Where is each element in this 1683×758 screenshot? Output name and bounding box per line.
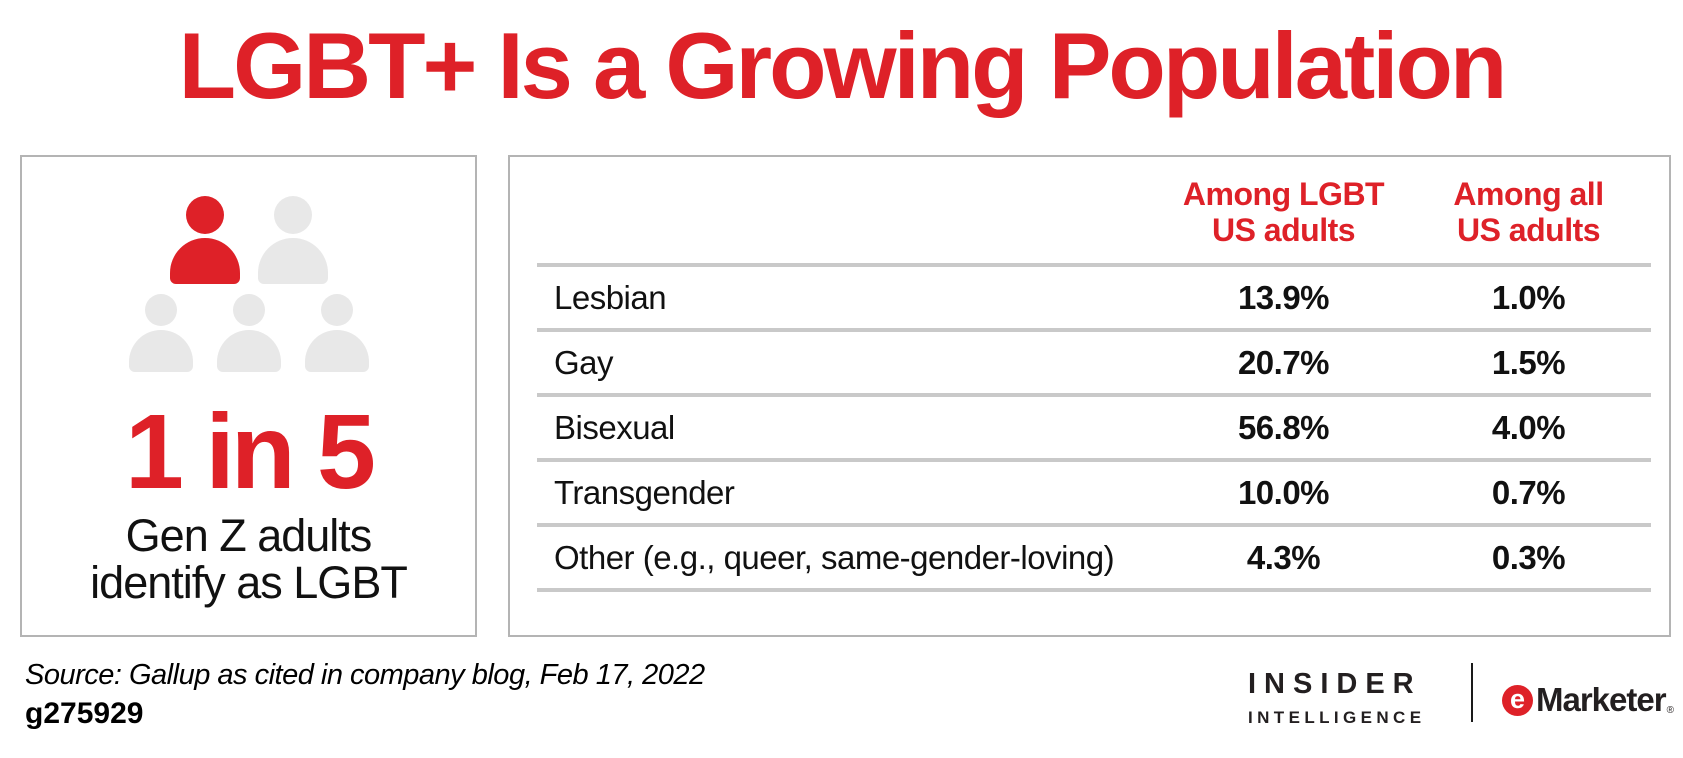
row-value-among-all: 1.0%: [1491, 278, 1566, 316]
table-header-spacer: [537, 249, 1161, 263]
table-row: Gay 20.7% 1.5%: [537, 328, 1651, 393]
person-body-icon: [304, 330, 369, 372]
table-row: Lesbian 13.9% 1.0%: [537, 263, 1651, 328]
person-icon: [216, 294, 281, 372]
person-icon: [304, 294, 369, 372]
table-header-among-lgbt: Among LGBT US adults: [1182, 176, 1385, 249]
row-value-among-all: 4.0%: [1491, 408, 1566, 446]
row-value-among-lgbt: 13.9%: [1237, 278, 1330, 316]
row-value-among-lgbt: 10.0%: [1237, 473, 1330, 511]
pictogram-row-1: [161, 196, 337, 284]
pictogram-row-2: [117, 294, 381, 372]
emarketer-e-icon: e: [1502, 684, 1533, 716]
person-head-icon: [273, 196, 312, 234]
person-body-icon: [128, 330, 193, 372]
people-pictogram: [22, 196, 475, 372]
logo-divider: [1471, 663, 1473, 722]
person-head-icon: [320, 294, 353, 326]
person-icon: [128, 294, 193, 372]
emarketer-logo: e Marketer ®: [1502, 681, 1674, 719]
person-icon: [257, 196, 328, 284]
stat-value: 1 in 5: [124, 393, 376, 511]
row-value-among-all: 1.5%: [1491, 343, 1566, 381]
table-row: Bisexual 56.8% 4.0%: [537, 393, 1651, 458]
data-table: Among LGBT US adults Among all US adults…: [537, 157, 1651, 592]
table-header-row: Among LGBT US adults Among all US adults: [537, 157, 1651, 263]
table-header-among-all: Among all US adults: [1453, 176, 1604, 249]
person-head-icon: [144, 294, 177, 326]
row-label: Gay: [554, 343, 614, 381]
table-bottom-rule: [537, 588, 1651, 592]
highlight-card: 1 in 5 Gen Z adults identify as LGBT: [20, 155, 477, 637]
insider-intelligence-logo: INSIDER INTELLIGENCE: [1248, 668, 1425, 728]
table-row: Transgender 10.0% 0.7%: [537, 458, 1651, 523]
chart-id: g275929: [25, 697, 144, 730]
registered-mark-icon: ®: [1666, 705, 1674, 716]
person-head-icon: [232, 294, 265, 326]
row-value-among-lgbt: 20.7%: [1237, 343, 1330, 381]
person-head-icon: [185, 196, 224, 234]
table-row: Other (e.g., queer, same-gender-loving) …: [537, 523, 1651, 588]
row-label: Other (e.g., queer, same-gender-loving): [554, 538, 1115, 576]
row-label: Transgender: [554, 473, 735, 511]
emarketer-wordmark: Marketer: [1536, 681, 1667, 718]
row-value-among-lgbt: 56.8%: [1237, 408, 1330, 446]
person-body-icon: [216, 330, 281, 372]
stat-description-line-1: Gen Z adults: [125, 510, 373, 562]
person-body-icon: [257, 238, 328, 284]
row-value-among-lgbt: 4.3%: [1246, 538, 1321, 576]
data-table-card: Among LGBT US adults Among all US adults…: [508, 155, 1671, 637]
row-label: Bisexual: [554, 408, 675, 446]
source-note: Source: Gallup as cited in company blog,…: [25, 659, 705, 691]
page-title: LGBT+ Is a Growing Population: [178, 13, 1508, 118]
intelligence-logo-text: INTELLIGENCE: [1248, 708, 1426, 727]
person-body-icon: [169, 238, 240, 284]
person-icon-highlighted: [169, 196, 240, 284]
insider-logo-text: INSIDER: [1248, 668, 1422, 700]
row-value-among-all: 0.7%: [1491, 473, 1566, 511]
stat-description: Gen Z adults identify as LGBT: [22, 510, 475, 608]
row-label: Lesbian: [554, 278, 667, 316]
stat-description-line-2: identify as LGBT: [90, 556, 408, 608]
row-value-among-all: 0.3%: [1491, 538, 1566, 576]
